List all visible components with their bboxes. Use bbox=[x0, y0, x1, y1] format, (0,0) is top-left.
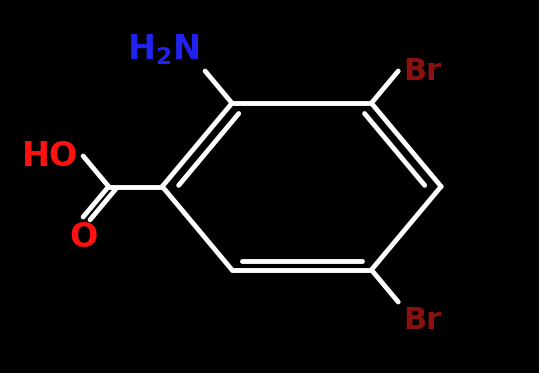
Text: O: O bbox=[69, 221, 97, 254]
Text: $\mathregular{H_2N}$: $\mathregular{H_2N}$ bbox=[127, 33, 200, 68]
Text: HO: HO bbox=[22, 140, 78, 173]
Text: Br: Br bbox=[404, 305, 441, 335]
Text: Br: Br bbox=[404, 57, 441, 85]
